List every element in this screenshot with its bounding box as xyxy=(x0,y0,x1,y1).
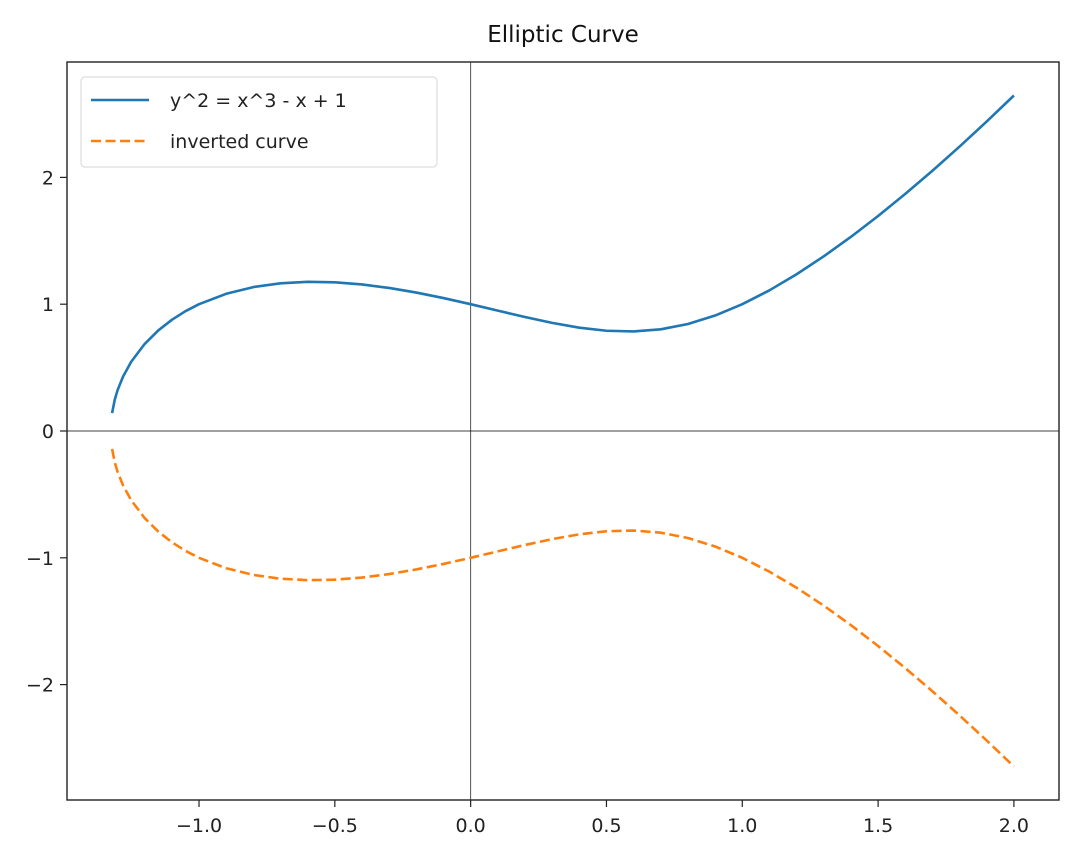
chart-title: Elliptic Curve xyxy=(487,22,639,48)
x-tick-label: −1.0 xyxy=(176,815,222,837)
y-tick-label: −2 xyxy=(26,675,54,697)
x-tick-label: 0.0 xyxy=(456,815,486,837)
legend-box xyxy=(80,76,438,168)
x-tick-label: 1.0 xyxy=(727,815,757,837)
legend-label-series-2: inverted curve xyxy=(170,131,309,153)
series-line-1 xyxy=(110,94,1015,414)
y-tick-label: 1 xyxy=(42,294,54,316)
y-tick-label: −1 xyxy=(26,548,54,570)
x-tick-label: 1.5 xyxy=(863,815,893,837)
x-tick-label: 0.5 xyxy=(591,815,621,837)
legend-label-series-1: y^2 = x^3 - x + 1 xyxy=(170,90,347,112)
plot-area xyxy=(67,62,1059,800)
x-tick-label: −0.5 xyxy=(312,815,358,837)
y-tick-label: 2 xyxy=(42,167,54,189)
axis-ticks: −1.0 −0.5 0.0 0.5 1.0 1.5 2.0 −2 −1 0 1 2 xyxy=(26,167,1029,837)
legend: y^2 = x^3 - x + 1 inverted curve xyxy=(80,76,438,168)
axes-frame xyxy=(66,61,1060,801)
x-tick-label: 2.0 xyxy=(999,815,1029,837)
y-tick-label: 0 xyxy=(42,421,54,443)
series-line-2 xyxy=(110,448,1015,768)
